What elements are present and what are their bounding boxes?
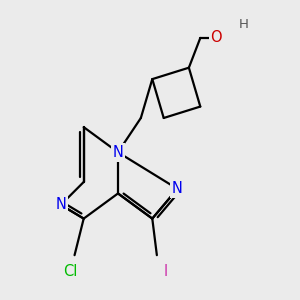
Text: N: N bbox=[112, 145, 123, 160]
Text: H: H bbox=[239, 18, 249, 31]
Text: Cl: Cl bbox=[63, 264, 77, 279]
Text: N: N bbox=[172, 182, 183, 196]
Text: O: O bbox=[211, 31, 222, 46]
Text: N: N bbox=[56, 197, 66, 212]
Text: I: I bbox=[164, 264, 168, 279]
